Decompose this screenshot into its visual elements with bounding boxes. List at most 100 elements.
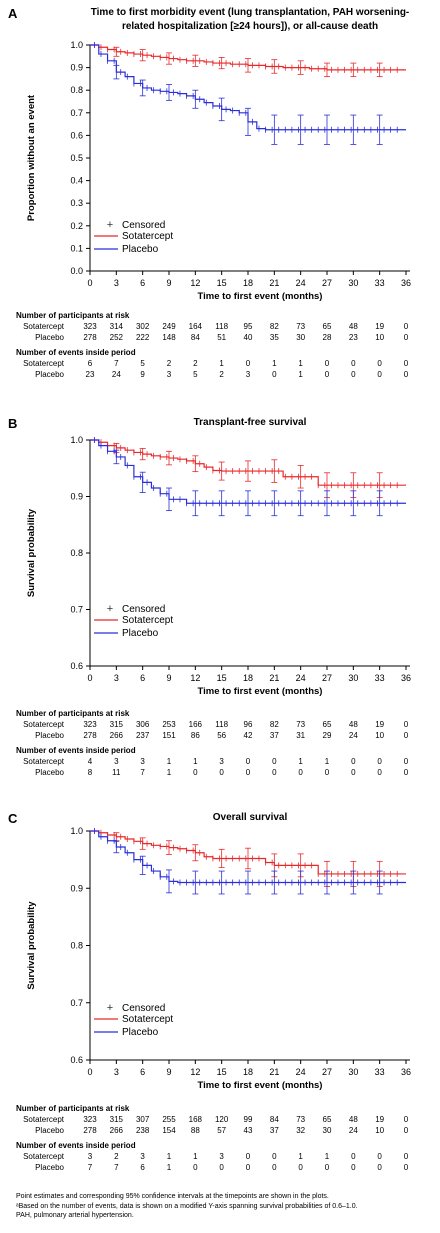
series-line-placebo xyxy=(90,439,406,504)
at-risk-row-placebo: Placebo 278 252 222 148 84 51 40 35 30 28 23 10 0 xyxy=(16,332,436,343)
y-tick-label: 0.6 xyxy=(70,130,83,140)
x-tick-label: 36 xyxy=(401,673,411,683)
risk-cell: 1 xyxy=(166,1163,172,1172)
legend-label: Censored xyxy=(122,604,165,615)
risk-cell: 10 xyxy=(375,731,385,740)
risk-cell: 0 xyxy=(324,359,330,368)
risk-cell: 19 xyxy=(375,720,385,729)
risk-cell: 0 xyxy=(377,1152,382,1161)
risk-cell: 0 xyxy=(377,1163,382,1172)
risk-cell: 84 xyxy=(190,333,200,342)
risk-cell: 37 xyxy=(269,731,279,740)
x-tick-label: 0 xyxy=(87,673,92,683)
risk-cell: 148 xyxy=(162,333,176,342)
risk-cell: 0 xyxy=(298,768,303,777)
risk-cell: 154 xyxy=(162,1126,176,1135)
risk-cell: 255 xyxy=(162,1115,176,1124)
y-tick-label: 0.8 xyxy=(70,941,83,951)
events-row-placebo: Placebo 7 7 6 1 0 0 0 0 0 0 0 0 0 xyxy=(16,1162,436,1173)
risk-cell: 7 xyxy=(87,1163,93,1172)
risk-cell: 84 xyxy=(269,1115,279,1124)
risk-cell: 222 xyxy=(135,333,150,342)
risk-cell: 0 xyxy=(272,757,277,766)
legend-label: Sotatercept xyxy=(122,1014,173,1025)
x-tick-label: 18 xyxy=(243,1067,253,1077)
risk-cell: 0 xyxy=(219,1163,224,1172)
panel-label: B xyxy=(8,416,18,431)
footnote-line: ᵃBased on the number of events, data is … xyxy=(16,1202,358,1210)
row-label: Sotatercept xyxy=(23,359,64,368)
risk-cell: 1 xyxy=(272,359,277,368)
risk-cell: 0 xyxy=(245,757,251,766)
x-tick-label: 6 xyxy=(140,673,145,683)
risk-cell: 10 xyxy=(375,333,385,342)
risk-cell: 1 xyxy=(298,359,303,368)
risk-cell: 0 xyxy=(377,757,382,766)
events-header: Number of events inside period xyxy=(16,746,136,755)
risk-cell: 0 xyxy=(324,1163,330,1172)
km-plot-b: 0.60.70.80.91.00 3 6 9 12 15 18 21 24 27 30 33 36Tim… xyxy=(26,435,411,697)
footnote-line: Point estimates and corresponding 95% co… xyxy=(16,1193,329,1200)
x-tick-label: 30 xyxy=(348,1067,358,1077)
risk-cell: 0 xyxy=(403,322,409,331)
risk-cell: 5 xyxy=(193,370,198,379)
at-risk-row-sotatercept: Sotatercept 323 315 306 253 166 118 96 82 73 65 48 1… xyxy=(16,719,436,730)
risk-cell: 19 xyxy=(375,322,385,331)
risk-cell: 30 xyxy=(296,333,306,342)
risk-cell: 0 xyxy=(351,370,356,379)
y-tick-label: 0.7 xyxy=(70,998,83,1008)
risk-cell: 23 xyxy=(348,333,358,342)
risk-cell: 0 xyxy=(403,757,409,766)
legend-label: Censored xyxy=(122,1003,165,1014)
legend-label: Sotatercept xyxy=(122,231,173,242)
chart-title: Time to first morbidity event (lung tran… xyxy=(90,7,410,32)
x-tick-label: 3 xyxy=(114,673,119,683)
risk-cell: 7 xyxy=(114,359,119,368)
risk-cell: 19 xyxy=(375,1115,385,1124)
risk-cell: 166 xyxy=(188,720,202,729)
y-tick-label: 0.9 xyxy=(70,63,83,73)
x-tick-label: 3 xyxy=(114,278,119,288)
risk-cell: 57 xyxy=(217,1126,227,1135)
row-label: Placebo xyxy=(35,1126,64,1135)
risk-cell: 29 xyxy=(322,731,332,740)
risk-cell: 302 xyxy=(135,322,150,331)
risk-cell: 0 xyxy=(403,731,409,740)
legend-label: Placebo xyxy=(122,1027,159,1038)
y-tick-label: 0.7 xyxy=(70,108,83,118)
risk-cell: 323 xyxy=(83,720,97,729)
risk-cell: 1 xyxy=(193,1152,198,1161)
x-tick-label: 9 xyxy=(166,673,171,683)
y-tick-label: 0.8 xyxy=(70,548,83,558)
y-tick-label: 0.2 xyxy=(70,221,83,231)
chart-title: Overall survival xyxy=(212,812,288,823)
risk-cell: 48 xyxy=(348,1115,358,1124)
risk-cell: 56 xyxy=(217,731,227,740)
y-tick-label: 0.1 xyxy=(70,243,83,253)
risk-cell: 0 xyxy=(403,1126,409,1135)
row-label: Placebo xyxy=(35,333,64,342)
risk-cell: 306 xyxy=(135,720,150,729)
at-risk-row-sotatercept: Sotatercept 323 315 307 255 168 120 99 84 73 65 48 1… xyxy=(16,1114,436,1125)
x-tick-label: 27 xyxy=(322,278,332,288)
row-label: Placebo xyxy=(35,731,64,740)
risk-cell: 0 xyxy=(193,1163,198,1172)
risk-cell: 315 xyxy=(109,1115,123,1124)
chart-title: Transplant-free survival xyxy=(193,417,307,428)
row-label: Placebo xyxy=(35,1163,64,1172)
x-axis-label: Time to first event (months) xyxy=(198,1080,323,1091)
risk-cell: 253 xyxy=(162,720,176,729)
risk-cell: 3 xyxy=(219,1152,224,1161)
risk-cell: 3 xyxy=(245,370,251,379)
risk-cell: 24 xyxy=(348,731,358,740)
at-risk-row-sotatercept: Sotatercept 323 314 302 249 164 118 95 82 73 65 48 1… xyxy=(16,321,436,332)
risk-cell: 323 xyxy=(83,322,97,331)
risk-cell: 118 xyxy=(215,720,229,729)
risk-cell: 0 xyxy=(245,768,251,777)
x-tick-label: 21 xyxy=(269,278,279,288)
risk-cell: 3 xyxy=(166,370,172,379)
risk-cell: 266 xyxy=(109,731,123,740)
risk-cell: 95 xyxy=(243,322,253,331)
row-label: Sotatercept xyxy=(23,1115,64,1124)
risk-cell: 99 xyxy=(243,1115,253,1124)
